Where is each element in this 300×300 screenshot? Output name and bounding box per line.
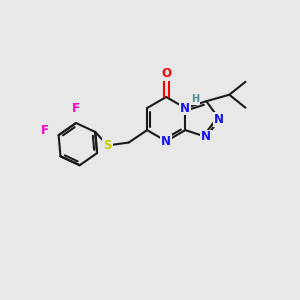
Text: S: S xyxy=(103,139,112,152)
Text: F: F xyxy=(40,124,49,137)
Text: N: N xyxy=(180,101,190,115)
Text: H: H xyxy=(191,94,199,104)
Text: F: F xyxy=(72,102,80,116)
Text: N: N xyxy=(214,112,224,126)
Text: N: N xyxy=(201,130,211,143)
Text: N: N xyxy=(161,135,171,148)
Text: O: O xyxy=(161,67,171,80)
